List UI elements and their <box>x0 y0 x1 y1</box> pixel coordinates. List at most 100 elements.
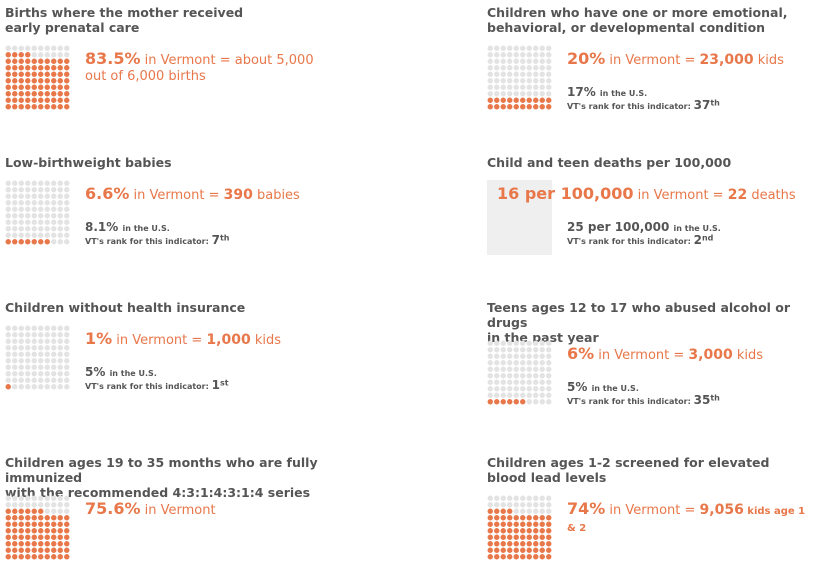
dot <box>500 91 506 97</box>
dot <box>5 219 11 225</box>
dot <box>533 71 539 77</box>
indicator-title: Teens ages 12 to 17 who abused alcohol o… <box>487 300 827 345</box>
dot <box>533 360 539 366</box>
dot <box>64 515 70 521</box>
dot-grid <box>5 45 70 110</box>
dot <box>494 104 500 110</box>
stat-text: 1,000 <box>206 332 251 348</box>
rank-number: 7 <box>211 233 220 247</box>
rank-suffix: st <box>219 378 229 388</box>
dot <box>44 521 50 527</box>
dot <box>5 226 11 232</box>
dot <box>51 515 57 521</box>
dot <box>513 521 519 527</box>
dot <box>12 45 18 51</box>
dot <box>520 52 526 58</box>
dot <box>5 351 11 357</box>
stat-text: kids <box>250 333 282 348</box>
dot <box>64 502 70 508</box>
dot <box>539 65 545 71</box>
dot <box>44 65 50 71</box>
dot <box>51 547 57 553</box>
dot <box>494 347 500 353</box>
dot <box>12 193 18 199</box>
us-label: in the U.S. <box>109 369 157 378</box>
dot <box>44 200 50 206</box>
dot <box>44 528 50 534</box>
dot <box>18 219 24 225</box>
dot <box>38 78 44 84</box>
dot <box>25 91 31 97</box>
dot <box>513 52 519 58</box>
dot <box>487 52 493 58</box>
us-number: 5% <box>85 365 106 379</box>
dot <box>513 502 519 508</box>
dot <box>487 386 493 392</box>
dot <box>526 78 532 84</box>
title-line: Children who have one or more emotional, <box>487 5 788 20</box>
dot <box>38 338 44 344</box>
dot <box>513 65 519 71</box>
dot <box>25 384 31 390</box>
dot <box>494 554 500 560</box>
dot <box>5 239 11 245</box>
dot <box>507 521 513 527</box>
dot <box>25 45 31 51</box>
dot <box>38 45 44 51</box>
indicator-title: Children ages 19 to 35 months who are fu… <box>5 455 345 500</box>
dot <box>526 353 532 359</box>
dot <box>487 104 493 110</box>
dot <box>500 547 506 553</box>
dot <box>5 515 11 521</box>
dot <box>539 360 545 366</box>
dot <box>38 226 44 232</box>
dot <box>57 384 63 390</box>
dot <box>520 521 526 527</box>
dot <box>64 541 70 547</box>
indicator-panel: Births where the mother received early pr… <box>5 5 345 145</box>
dot <box>494 528 500 534</box>
dot <box>25 528 31 534</box>
dot <box>57 364 63 370</box>
dot <box>51 200 57 206</box>
dot <box>507 379 513 385</box>
dot <box>507 360 513 366</box>
dot <box>487 58 493 64</box>
dot <box>487 347 493 353</box>
dot <box>533 508 539 514</box>
dot <box>57 515 63 521</box>
dot <box>18 371 24 377</box>
dot <box>57 226 63 232</box>
dot <box>5 200 11 206</box>
dot <box>5 193 11 199</box>
dot <box>539 78 545 84</box>
dot <box>500 65 506 71</box>
dot <box>25 232 31 238</box>
dot <box>533 84 539 90</box>
dot <box>487 65 493 71</box>
dot <box>533 386 539 392</box>
dot <box>494 386 500 392</box>
dot <box>25 351 31 357</box>
dot <box>64 364 70 370</box>
dot <box>507 84 513 90</box>
title-line: Low-birthweight babies <box>5 155 172 170</box>
dot-grid <box>5 180 70 245</box>
dot <box>539 528 545 534</box>
dot <box>51 45 57 51</box>
dot <box>487 340 493 346</box>
dot <box>57 332 63 338</box>
dot <box>539 58 545 64</box>
dot <box>520 547 526 553</box>
dot <box>51 521 57 527</box>
dot <box>5 371 11 377</box>
dot <box>494 521 500 527</box>
dot <box>500 71 506 77</box>
title-line: Child and teen deaths per 100,000 <box>487 155 732 170</box>
dot <box>25 84 31 90</box>
dot <box>64 206 70 212</box>
dot <box>533 399 539 405</box>
dot <box>64 58 70 64</box>
dot <box>546 91 552 97</box>
dot-grid <box>487 340 552 405</box>
